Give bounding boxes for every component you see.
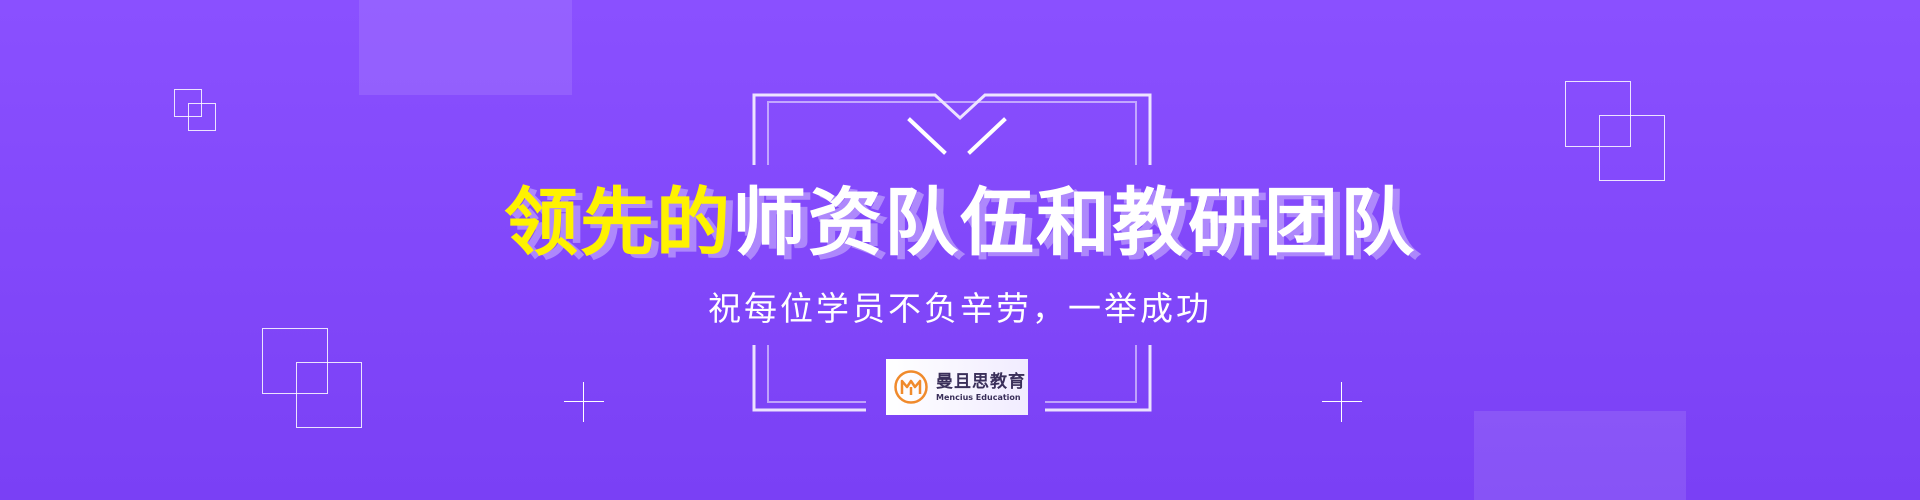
plus-icon <box>1322 382 1362 422</box>
logo-badge: 曼且思教育 Mencius Education <box>886 359 1028 415</box>
subtitle: 祝每位学员不负辛劳，一举成功 <box>708 289 1212 328</box>
headline: 领先的师资队伍和教研团队 <box>0 178 1920 268</box>
decorative-rect-bottom <box>1474 411 1686 500</box>
logo-name: 曼且思教育 <box>936 372 1026 392</box>
headline-highlight: 领先的 <box>504 180 732 266</box>
logo-subtitle: Mencius Education <box>936 393 1021 402</box>
outline-square-icon <box>1565 81 1631 147</box>
outline-square-icon <box>262 328 328 394</box>
outline-square-icon <box>1599 115 1665 181</box>
outline-square-icon <box>296 362 362 428</box>
outline-square-icon <box>188 103 216 131</box>
headline-rest: 师资队伍和教研团队 <box>732 180 1416 266</box>
mencius-logo-icon <box>894 370 928 404</box>
plus-icon <box>564 382 604 422</box>
decorative-rect-top <box>359 0 572 95</box>
